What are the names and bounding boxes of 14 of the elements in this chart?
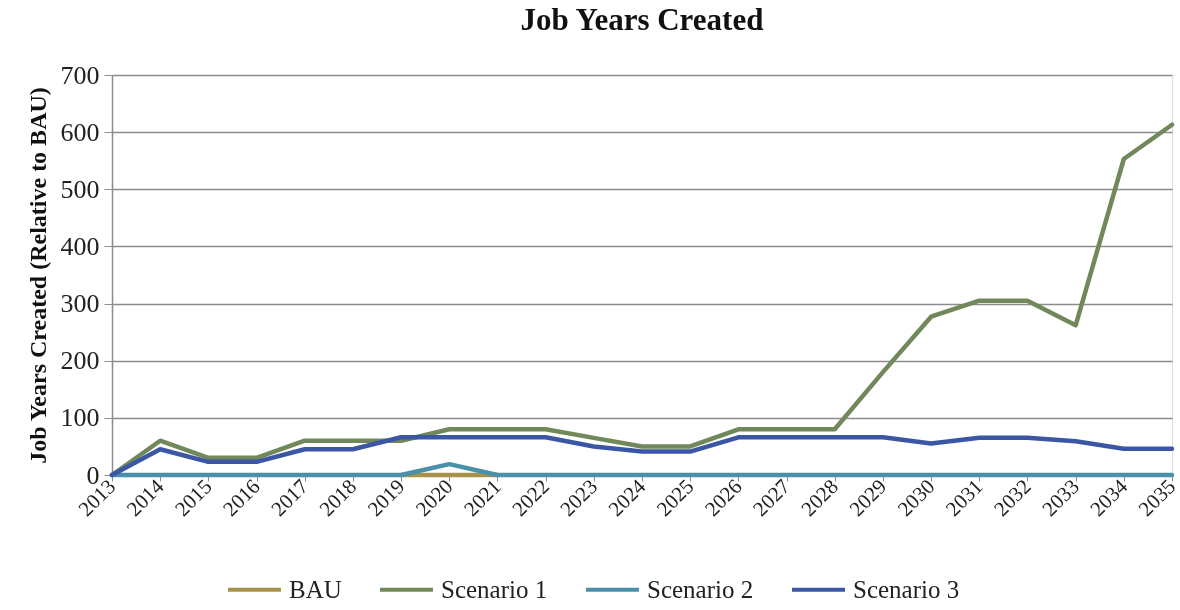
chart-title: Job Years Created [520, 2, 764, 37]
y-tick-label: 700 [60, 60, 100, 90]
y-tick-label: 600 [60, 117, 100, 147]
y-tick-label: 500 [60, 174, 100, 204]
y-axis-title: Job Years Created (Relative to BAU) [24, 87, 51, 464]
legend-label: BAU [289, 575, 342, 603]
y-tick-label: 400 [60, 231, 100, 261]
legend-label: Scenario 1 [441, 575, 548, 603]
y-tick-label: 100 [60, 403, 100, 433]
y-tick-label: 200 [60, 346, 100, 376]
y-tick-label: 300 [60, 289, 100, 319]
legend-label: Scenario 3 [853, 575, 960, 603]
line-series [109, 435, 1175, 478]
legend-label: Scenario 2 [647, 575, 754, 603]
